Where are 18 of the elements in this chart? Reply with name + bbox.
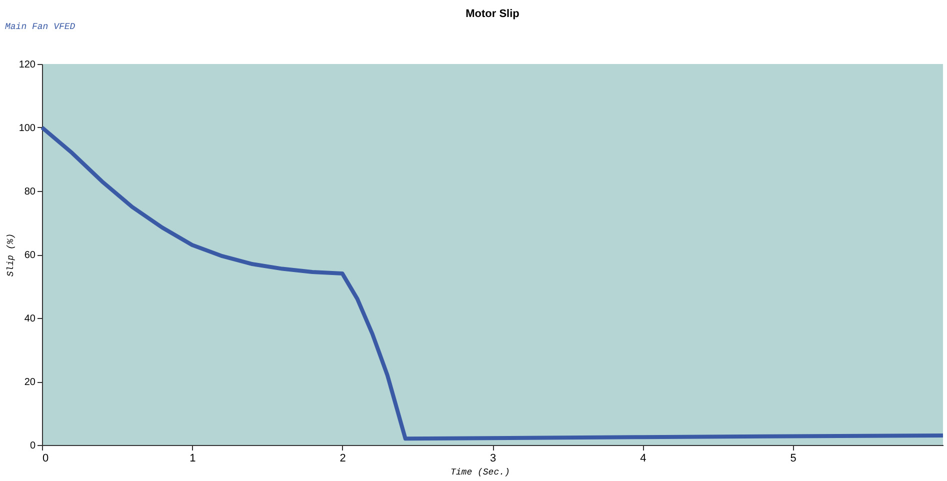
x-axis-title: Time (Sec.) — [450, 468, 510, 478]
y-tick-label: 60 — [24, 250, 36, 261]
x-tick-label: 4 — [640, 452, 646, 464]
x-tick-label: 2 — [340, 452, 346, 464]
y-axis-title: Slip (%) — [6, 233, 16, 277]
text: Main Fan VFED — [5, 22, 76, 32]
y-tick-label: 40 — [24, 314, 36, 324]
chart-title: Motor Slip — [466, 8, 520, 20]
y-tick-label: 20 — [24, 377, 36, 388]
y-tick-label: 100 — [18, 123, 36, 134]
x-tick-label: 3 — [490, 452, 496, 464]
line-series — [40, 126, 945, 441]
x-tick-label: 1 — [190, 452, 196, 464]
x-tick-label: 0 — [42, 452, 49, 464]
y-tick-label: 120 — [18, 60, 36, 70]
x-tick-label: 5 — [790, 452, 796, 464]
y-tick-label: 0 — [30, 440, 36, 452]
y-tick-label: 80 — [24, 186, 36, 198]
